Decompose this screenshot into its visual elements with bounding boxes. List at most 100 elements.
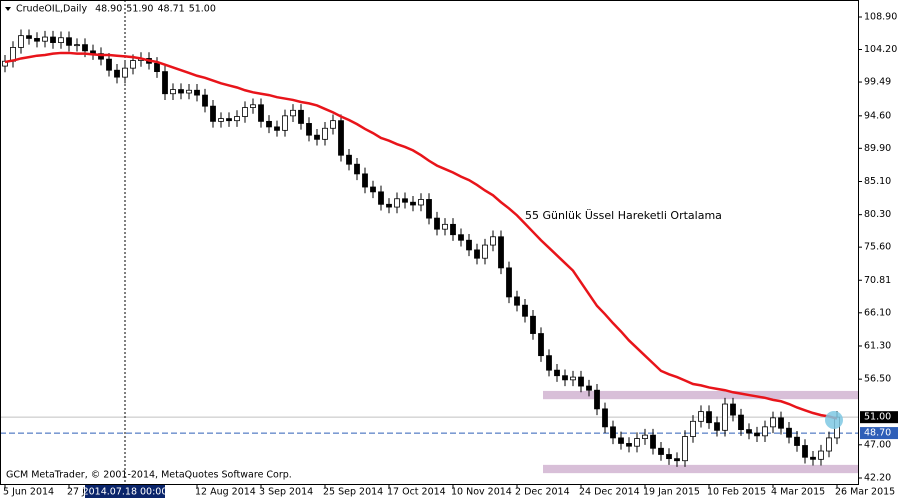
ema-line — [4, 51, 838, 420]
candle-body — [26, 35, 32, 39]
plot-frame — [0, 0, 859, 485]
candle-body — [66, 37, 72, 46]
candle-body — [546, 355, 552, 371]
candle-body — [738, 414, 744, 431]
candle-body — [386, 203, 392, 208]
candle-body — [586, 385, 592, 391]
candle-body — [162, 71, 168, 95]
candle-body — [338, 120, 344, 156]
candle-body — [226, 118, 232, 122]
x-tick-label: 10 Nov 2014 — [451, 487, 512, 498]
candle-body — [218, 118, 224, 122]
x-tick-label: 12 Aug 2014 — [195, 487, 256, 498]
candle-body — [786, 427, 792, 438]
candle-body — [354, 163, 360, 175]
candle-body — [210, 105, 216, 122]
candle-body — [450, 223, 456, 236]
candle-body — [114, 69, 120, 78]
y-tick-label: 89.90 — [864, 143, 891, 154]
menu-icon[interactable] — [5, 7, 11, 11]
candle-body — [434, 217, 440, 230]
y-tick-label: 85.10 — [864, 176, 891, 187]
level-label: 48.70 — [864, 428, 891, 439]
candle-body — [410, 201, 416, 206]
candle-body — [506, 267, 512, 298]
chart-header: CrudeOIL,Daily — [16, 4, 87, 15]
candle-body — [330, 120, 336, 129]
candle-body — [250, 104, 256, 108]
candle-body — [426, 199, 432, 219]
candle-body — [634, 438, 640, 447]
candle-body — [282, 115, 288, 131]
header-value: 51.90 — [126, 4, 153, 15]
x-tick-label: 4 Mar 2015 — [771, 487, 825, 498]
candle-body — [490, 236, 496, 246]
candle-body — [562, 375, 568, 381]
candle-body — [722, 403, 728, 431]
candle-body — [418, 199, 424, 206]
candle-body — [442, 223, 448, 230]
candle-body — [106, 58, 112, 71]
candle-body — [194, 89, 200, 96]
crosshair-label-box — [85, 485, 165, 498]
candle-body — [298, 109, 304, 124]
candle-body — [346, 154, 352, 165]
candle-body — [674, 458, 680, 462]
candle-body — [130, 60, 136, 69]
candle-body — [202, 94, 208, 107]
x-tick-label: 17 Oct 2014 — [387, 487, 446, 498]
candle-body — [290, 109, 296, 117]
y-tick-label: 104.20 — [864, 44, 897, 55]
candle-body — [626, 443, 632, 447]
candle-body — [794, 436, 800, 446]
candle-body — [802, 445, 808, 458]
y-tick-label: 66.10 — [864, 307, 891, 318]
candle-body — [266, 120, 272, 128]
candle-body — [578, 376, 584, 387]
candle-body — [810, 456, 816, 460]
candle-body — [474, 249, 480, 259]
candle-body — [818, 450, 824, 460]
candle-body — [378, 191, 384, 205]
candle-body — [642, 434, 648, 439]
candle-body — [402, 198, 408, 203]
marks-layer — [2, 29, 840, 467]
candle-body — [618, 437, 624, 444]
candle-body — [570, 376, 576, 381]
candle-body — [714, 422, 720, 431]
candle-body — [34, 38, 40, 42]
candle-body — [730, 403, 736, 416]
candle-body — [650, 434, 656, 449]
y-tick-label: 42.20 — [864, 472, 891, 483]
candle-body — [770, 417, 776, 428]
highlight-circle — [825, 411, 843, 429]
level-label-box — [860, 427, 898, 440]
crosshair-label: 2014.07.18 00:00 — [83, 487, 168, 498]
candle-body — [690, 420, 696, 437]
y-tick-label: 108.90 — [864, 12, 897, 23]
candle-body — [698, 411, 704, 422]
candle-body — [242, 107, 248, 117]
candle-body — [394, 198, 400, 208]
candle-body — [666, 454, 672, 460]
y-tick-label: 56.50 — [864, 374, 891, 385]
candle-body — [610, 426, 616, 439]
candle-body — [362, 173, 368, 188]
candle-body — [306, 123, 312, 136]
footer: GCM MetaTrader, © 2001-2014, MetaQuotes … — [6, 470, 292, 481]
x-tick-label: 19 Jan 2015 — [643, 487, 700, 498]
candle-body — [522, 304, 528, 317]
candle-body — [258, 104, 264, 122]
candle-body — [658, 447, 664, 455]
header-value: 48.90 — [95, 4, 122, 15]
x-tick-label: 10 Feb 2015 — [707, 487, 766, 498]
candle-body — [18, 35, 24, 48]
y-tick-label: 47.00 — [864, 439, 891, 450]
front-layer: 48.90 51.90 48.71 51.00 108.90 104.20 99.49 94.… — [3, 4, 898, 498]
price-zone — [543, 390, 858, 400]
x-tick-label: 2 Dec 2014 — [515, 487, 570, 498]
candle-body — [826, 437, 832, 452]
candle-body — [322, 127, 328, 140]
header-value: 51.00 — [189, 4, 216, 15]
y-tick-label: 94.60 — [864, 110, 891, 121]
